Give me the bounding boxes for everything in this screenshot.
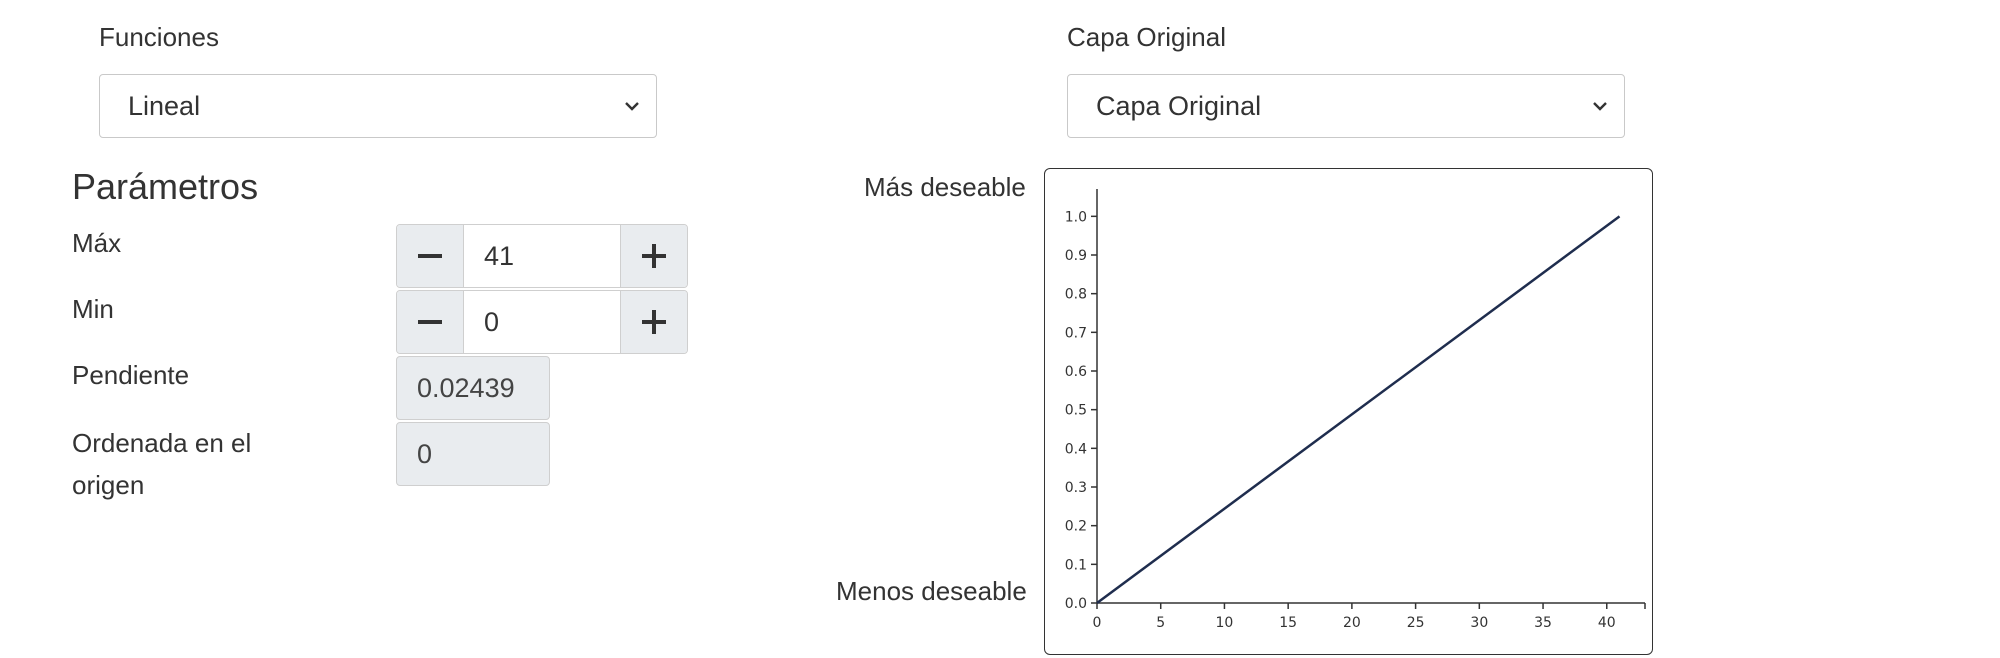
chart-top-label: Más deseable <box>864 172 1026 202</box>
y-tick-label: 0.4 <box>1065 441 1087 457</box>
x-tick-label: 20 <box>1343 615 1361 631</box>
utility-chart: 0.0 0.1 0.2 0.3 0.4 0.5 0.6 0.7 0.8 0.9 1.0 0 5 10 15 2… <box>1044 168 1653 655</box>
y-tick-label: 0.0 <box>1065 596 1087 612</box>
max-increment-button[interactable] <box>620 225 687 287</box>
x-tick-label: 25 <box>1407 615 1425 631</box>
y-tick-label: 0.3 <box>1065 480 1087 496</box>
x-tick-label: 10 <box>1216 615 1234 631</box>
plus-icon <box>642 310 666 334</box>
x-tick-label: 40 <box>1598 615 1616 631</box>
x-tick-label: 5 <box>1156 615 1165 631</box>
slope-label: Pendiente <box>72 360 190 390</box>
min-increment-button[interactable] <box>620 291 687 353</box>
max-stepper[interactable]: 41 <box>396 224 688 288</box>
x-tick-label: 35 <box>1534 615 1552 631</box>
y-tick-label: 0.1 <box>1065 557 1087 573</box>
functions-select[interactable]: Lineal <box>99 74 657 138</box>
x-tick-label: 30 <box>1470 615 1488 631</box>
y-tick-label: 1.0 <box>1065 209 1087 225</box>
max-decrement-button[interactable] <box>397 225 464 287</box>
slope-field: 0.02439 <box>396 356 550 420</box>
chart-bottom-label: Menos deseable <box>836 576 1027 606</box>
max-input[interactable]: 41 <box>484 240 515 271</box>
params-heading: Parámetros <box>72 166 259 207</box>
y-tick-label: 0.2 <box>1065 519 1087 535</box>
chevron-down-icon <box>1593 102 1607 111</box>
minus-icon <box>418 320 442 324</box>
y-tick-label: 0.8 <box>1065 287 1087 303</box>
x-tick-label: 15 <box>1279 615 1297 631</box>
utility-chart-svg: 0.0 0.1 0.2 0.3 0.4 0.5 0.6 0.7 0.8 0.9 1.0 0 5 10 15 2… <box>1065 189 1646 631</box>
layer-select-value: Capa Original <box>1096 90 1262 121</box>
intercept-label-line2: origen <box>72 470 145 500</box>
min-label: Min <box>72 294 114 324</box>
functions-label: Funciones <box>99 22 219 52</box>
y-tick-label: 0.5 <box>1065 403 1087 419</box>
intercept-label-line1: Ordenada en el <box>72 428 252 458</box>
series-line <box>1096 215 1621 605</box>
y-tick-label: 0.7 <box>1065 325 1087 341</box>
layer-label: Capa Original <box>1067 22 1226 52</box>
min-input[interactable]: 0 <box>484 306 500 337</box>
minus-icon <box>418 254 442 258</box>
y-tick-label: 0.6 <box>1065 364 1087 380</box>
x-tick-label: 0 <box>1093 615 1102 631</box>
functions-select-value: Lineal <box>128 90 201 121</box>
min-stepper[interactable]: 0 <box>396 290 688 354</box>
y-tick-label: 0.9 <box>1065 248 1087 264</box>
max-label: Máx <box>72 228 122 258</box>
chevron-down-icon <box>625 102 639 111</box>
min-decrement-button[interactable] <box>397 291 464 353</box>
intercept-field: 0 <box>396 422 550 486</box>
plus-icon <box>642 244 666 268</box>
layer-select[interactable]: Capa Original <box>1067 74 1625 138</box>
